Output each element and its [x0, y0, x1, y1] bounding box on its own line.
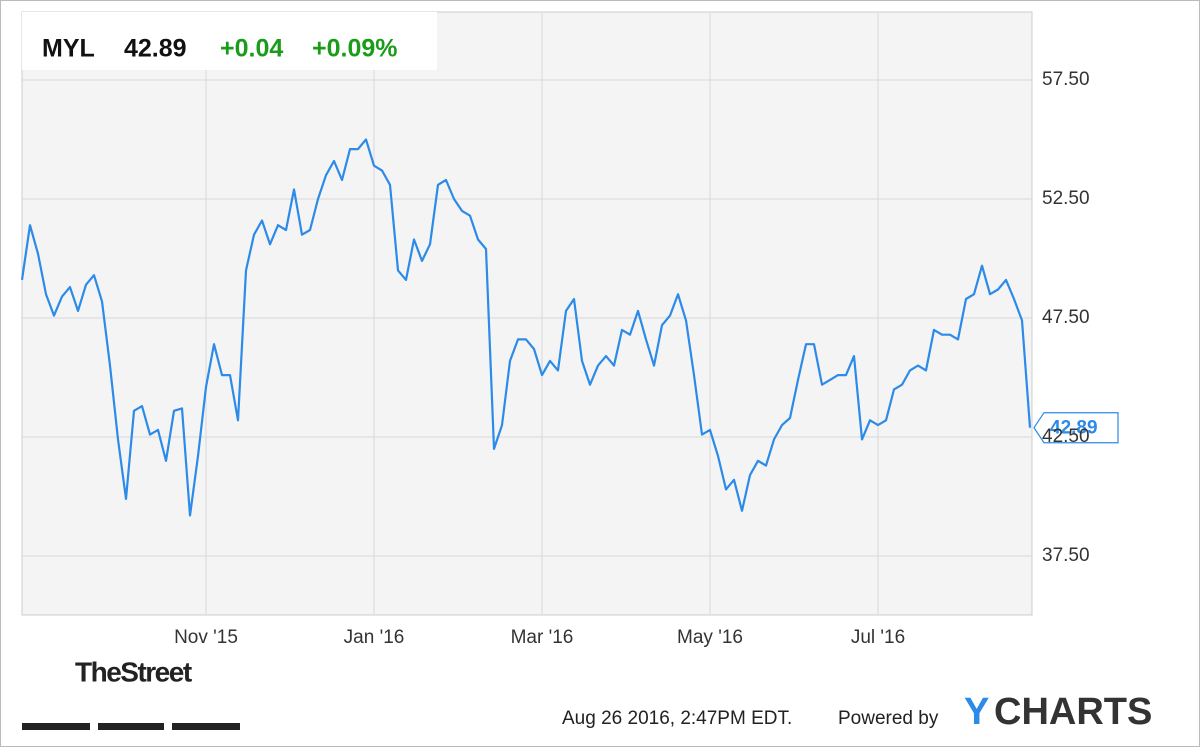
symbol: MYL: [42, 35, 95, 63]
x-tick-label: Nov '15: [174, 627, 238, 648]
lines: [20, 138, 1032, 517]
header-box: [22, 12, 437, 70]
powered-by: Powered by: [838, 708, 939, 729]
x-tick-label: Mar '16: [511, 627, 574, 648]
logo-rest: CHARTS: [994, 691, 1152, 733]
price-tag: 42.89: [1033, 412, 1119, 444]
timestamp: Aug 26 2016, 2:47PM EDT.: [562, 708, 792, 729]
y-tick-label: 47.50: [1042, 307, 1090, 328]
grid: [22, 12, 1032, 615]
price-tag-box: [1033, 412, 1119, 444]
price: 42.89: [124, 35, 187, 63]
y-tick-label: 37.50: [1042, 545, 1090, 566]
brand: TheStreet: [75, 656, 192, 687]
brand-bar: [22, 723, 90, 730]
price-tag-label: 42.89: [1050, 418, 1098, 439]
price-line: [20, 138, 1032, 517]
y-tick-label: 57.50: [1042, 69, 1090, 90]
y-tick-label: 52.50: [1042, 188, 1090, 209]
x-tick-label: Jan '16: [344, 627, 405, 648]
brand-bar: [172, 723, 240, 730]
change-percent: +0.09%: [312, 35, 398, 63]
change: +0.04: [220, 35, 283, 63]
brand-bar: [98, 723, 164, 730]
logo-y: Y: [964, 691, 989, 733]
x-tick-label: May '16: [677, 627, 743, 648]
x-tick-label: Jul '16: [851, 627, 905, 648]
plot-area: [21, 11, 1033, 616]
y-tick-label: 42.50: [1042, 426, 1090, 447]
